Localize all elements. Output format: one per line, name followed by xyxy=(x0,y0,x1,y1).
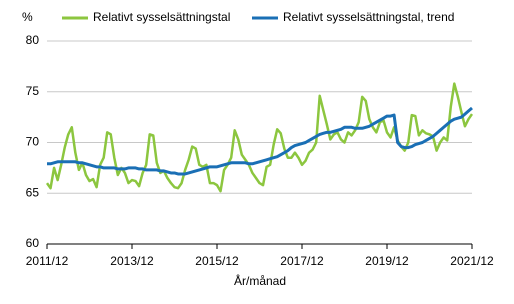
y-tick-label: 80 xyxy=(26,33,40,47)
y-tick-label: 75 xyxy=(26,84,40,98)
x-tick-label: 2011/12 xyxy=(26,254,69,268)
x-tick-label: 2019/12 xyxy=(365,254,409,268)
y-tick-label: 70 xyxy=(26,135,40,149)
y-unit: % xyxy=(22,10,33,24)
x-tick-label: 2013/12 xyxy=(110,254,154,268)
legend-label: Relativt sysselsättningstal, trend xyxy=(283,10,454,24)
x-tick-label: 2021/12 xyxy=(450,254,494,268)
x-tick-label: 2017/12 xyxy=(280,254,324,268)
legend-label: Relativt sysselsättningstal xyxy=(93,10,230,24)
y-tick-label: 60 xyxy=(26,236,40,250)
x-tick-label: 2015/12 xyxy=(195,254,239,268)
x-axis-label: År/månad xyxy=(234,273,286,288)
series-line xyxy=(45,82,474,193)
series-line xyxy=(47,106,473,176)
y-tick-label: 65 xyxy=(26,185,40,199)
